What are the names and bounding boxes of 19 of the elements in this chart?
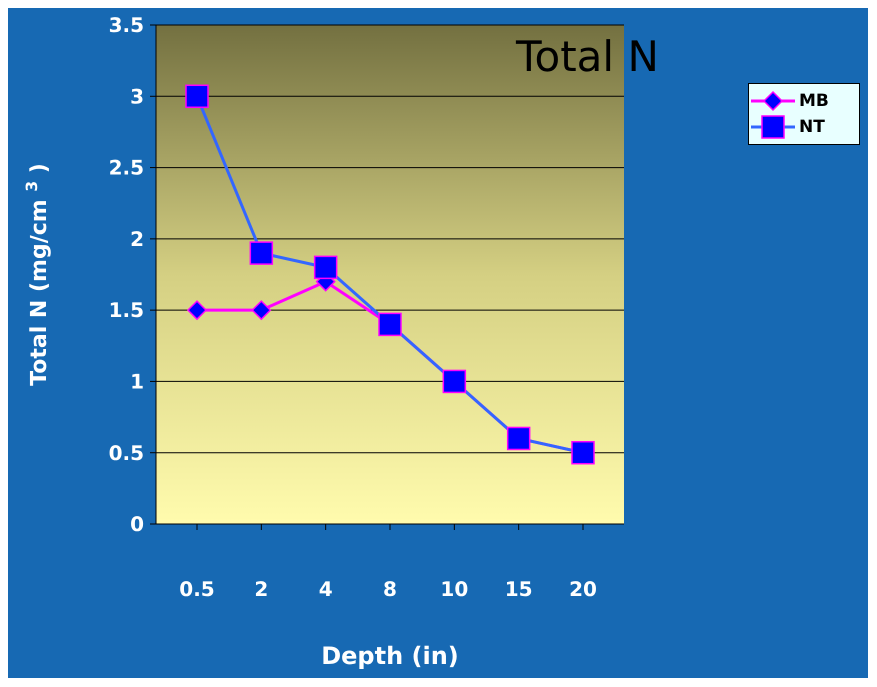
y-tick-label: 1.5	[108, 298, 144, 322]
x-tick-label: 0.5	[179, 577, 215, 602]
y-tick-label: 2	[130, 226, 144, 251]
x-tick-label: 8	[383, 577, 397, 602]
y-tick-label: 0.5	[108, 440, 144, 465]
y-tick-label: 2.5	[108, 156, 144, 180]
y-tick-label: 3	[130, 84, 144, 108]
y-tick-label: 1	[130, 370, 144, 394]
y-tick-label: 0	[130, 512, 144, 536]
x-tick-label: 15	[504, 577, 533, 602]
legend-label: NT	[799, 117, 825, 137]
x-tick-label: 2	[254, 577, 268, 602]
x-tick-label: 10	[440, 577, 468, 602]
x-tick-label: 4	[318, 577, 333, 602]
y-tick-label: 3.5	[108, 13, 144, 38]
x-axis-title: Depth (in)	[321, 642, 459, 670]
x-tick-label: 20	[569, 577, 597, 602]
legend-label: MB	[799, 91, 829, 111]
chart-title: Total N	[516, 32, 659, 81]
